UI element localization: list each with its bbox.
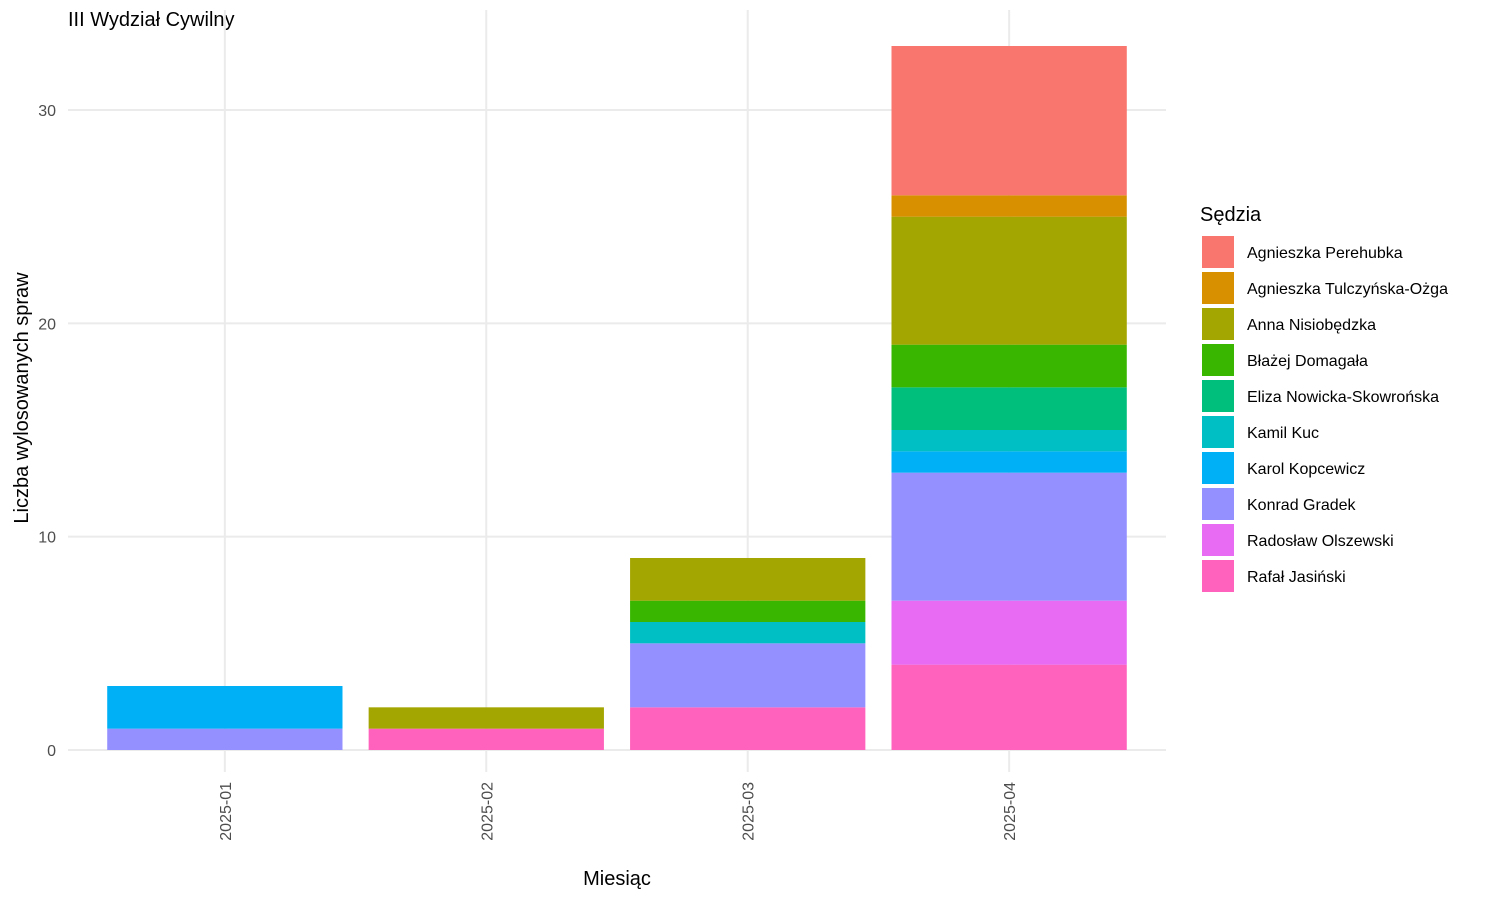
y-tick-label: 10 [38,530,56,547]
bar-segment [891,46,1127,196]
y-tick-label: 20 [38,316,56,333]
bar-segment [630,622,866,644]
legend-swatch [1202,524,1234,556]
bar-segment [891,387,1127,430]
y-axis-ticks: 0 10 20 30 [38,103,56,760]
y-axis-title: Liczba wylosowanych spraw [11,272,33,524]
legend-swatch [1202,560,1234,592]
legend-label: Agnieszka Tulczyńska-Ożga [1247,281,1448,298]
legend-swatch [1202,452,1234,484]
bar-segment [630,643,866,708]
y-tick-label: 30 [38,103,56,120]
bar-segment [368,728,604,750]
legend-swatch [1202,308,1234,340]
legend-swatch [1202,380,1234,412]
legend-label: Kamil Kuc [1247,425,1319,442]
x-tick-label: 2025-02 [479,782,496,841]
legend-label: Agnieszka Perehubka [1247,245,1403,262]
bar-segment [630,558,866,601]
x-tick-label: 2025-04 [1002,782,1019,841]
legend-title: Sędzia [1200,204,1262,226]
bar-segment [891,430,1127,452]
bar-segment [891,195,1127,217]
bar-segment [891,216,1127,345]
bar-segment [630,600,866,622]
legend-items: Agnieszka Perehubka Agnieszka Tulczyńska-… [1202,236,1448,592]
y-tick-label: 0 [47,743,56,760]
bar-segment [368,707,604,729]
bar-segment [107,686,343,729]
legend-label: Karol Kopcewicz [1247,461,1365,478]
bar-segment [891,472,1127,601]
x-axis-ticks: 2025-01 2025-02 2025-03 2025-04 [218,782,1019,841]
chart-title: III Wydział Cywilny [68,9,235,31]
legend-swatch [1202,416,1234,448]
legend: Sędzia Agnieszka Perehubka Agnieszka Tulc… [1200,204,1448,592]
bar-segment [891,600,1127,665]
legend-label: Eliza Nowicka-Skowrońska [1247,389,1439,406]
legend-label: Anna Nisiobędzka [1247,317,1376,334]
x-axis-title: Miesiąc [583,868,651,890]
legend-swatch [1202,344,1234,376]
bar-segment [891,344,1127,388]
legend-label: Konrad Gradek [1247,497,1357,514]
x-tick-label: 2025-03 [741,782,758,841]
bar-segment [107,728,343,750]
legend-swatch [1202,488,1234,520]
bar-segment [891,664,1127,750]
bar-segment [891,451,1127,473]
x-tick-label: 2025-01 [218,782,235,841]
legend-label: Błażej Domagała [1247,353,1368,370]
bars [107,46,1127,750]
legend-label: Radosław Olszewski [1247,533,1394,550]
legend-swatch [1202,236,1234,268]
legend-label: Rafał Jasiński [1247,569,1346,586]
legend-swatch [1202,272,1234,304]
bar-segment [630,707,866,750]
